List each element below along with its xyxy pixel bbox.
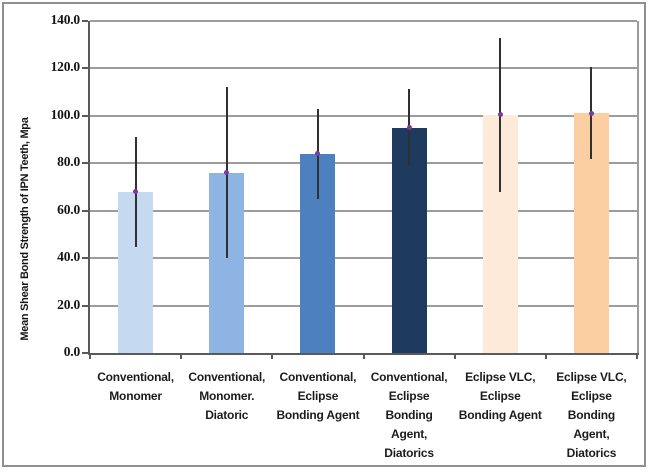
x-axis-tick: [362, 355, 365, 359]
y-axis-tick: [82, 20, 88, 22]
x-category-label: Conventional, Eclipse Bonding Agent, Dia…: [370, 370, 448, 460]
y-axis-tick: [82, 209, 88, 212]
mean-marker: [133, 189, 139, 195]
x-category-label: Conventional, Monomer. Diatoric: [188, 370, 266, 422]
y-tick-label: 60.0: [57, 201, 80, 217]
y-tick-label: 80.0: [57, 154, 80, 170]
y-axis-tick: [82, 257, 88, 260]
mean-marker: [588, 110, 594, 116]
mean-marker: [224, 170, 230, 176]
x-category-label: Eclipse VLC, Eclipse Bonding Agent, Diat…: [556, 370, 627, 460]
plot-right-edge: [637, 21, 639, 353]
x-axis-line: [88, 353, 639, 355]
y-tick-label: 140.0: [50, 12, 81, 27]
gridline: [90, 162, 637, 165]
chart-frame: Mean Shear Bond Strength of IPN Teeth, M…: [2, 2, 646, 467]
y-axis-tick: [82, 162, 88, 165]
y-tick-label: 20.0: [57, 296, 80, 312]
y-tick-label: 100.0: [50, 106, 81, 122]
mean-marker: [406, 125, 412, 131]
gridline: [90, 209, 637, 212]
y-tick-label: 0.0: [63, 344, 80, 359]
gridline: [90, 114, 637, 117]
y-tick-label: 40.0: [57, 249, 80, 265]
gridline: [90, 67, 637, 70]
gridline: [90, 20, 637, 22]
gridline: [90, 304, 637, 307]
x-axis-tick: [636, 355, 638, 359]
plot-area: 0.0 20.0 40.0 60.0 80.0 100.0 120.0 140.0 Conven…: [4, 4, 644, 465]
x-axis-tick: [544, 355, 547, 359]
y-tick-label: 120.0: [50, 59, 81, 75]
x-axis-tick: [89, 355, 91, 359]
y-axis-tick: [82, 67, 88, 70]
x-category-label: Conventional, Monomer: [97, 370, 174, 403]
x-axis-tick: [180, 355, 183, 359]
y-axis-tick: [82, 114, 88, 117]
y-axis-tick: [82, 352, 88, 354]
y-axis-line: [88, 21, 90, 355]
mean-marker: [315, 151, 321, 157]
x-category-label: Eclipse VLC, Eclipse Bonding Agent: [458, 370, 542, 422]
mean-marker: [497, 112, 503, 118]
y-axis-tick: [82, 304, 88, 307]
x-category-label: Conventional, Eclipse Bonding Agent: [276, 370, 360, 422]
x-axis-tick: [453, 355, 456, 359]
x-axis-tick: [271, 355, 274, 359]
gridline: [90, 257, 637, 260]
